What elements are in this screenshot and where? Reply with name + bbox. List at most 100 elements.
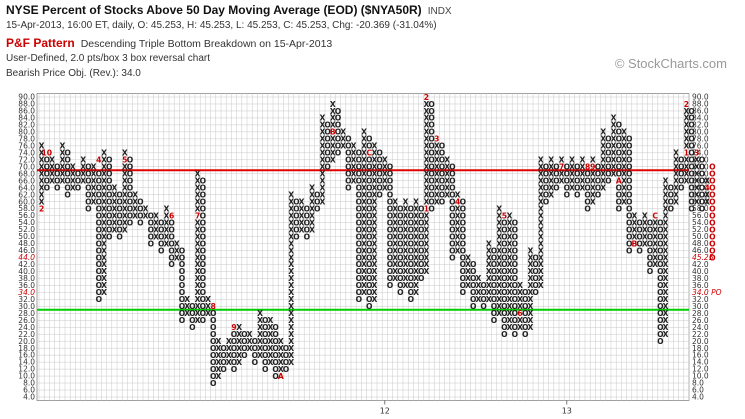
o-box: O <box>408 232 415 241</box>
x-box: X <box>621 197 627 206</box>
x-box: X <box>423 260 429 269</box>
o-box: O <box>387 211 394 220</box>
o-box: O <box>532 274 539 283</box>
o-box: O <box>501 309 508 318</box>
x-box: X <box>455 239 461 248</box>
o-box: O <box>387 260 394 269</box>
x-box: X <box>299 204 305 213</box>
o-box: O <box>512 246 519 255</box>
o-box: O <box>189 316 196 325</box>
x-box: 2 <box>39 204 44 213</box>
o-box: O <box>699 170 706 179</box>
o-box: O <box>96 267 103 276</box>
o-box: O <box>262 337 269 346</box>
o-box: O <box>356 281 363 290</box>
x-box: X <box>319 170 325 179</box>
o-box: O <box>543 170 550 179</box>
o-box: O <box>200 232 207 241</box>
o-box: O <box>179 281 186 290</box>
o-box: O <box>709 225 716 234</box>
o-box: O <box>366 295 373 304</box>
x-box: X <box>184 309 190 318</box>
o-box: O <box>408 246 415 255</box>
x-box: X <box>143 211 149 220</box>
o-box: O <box>366 156 373 165</box>
x-box: X <box>663 177 669 186</box>
x-box: X <box>361 170 367 179</box>
o-box: O <box>491 246 498 255</box>
x-box: X <box>309 204 315 213</box>
y-tick-label-left: 82.0 <box>18 121 35 130</box>
o-box: O <box>657 302 664 311</box>
o-box: O <box>605 142 612 151</box>
o-box: O <box>210 358 217 367</box>
o-box: O <box>387 225 394 234</box>
o-box: O <box>449 177 456 186</box>
x-box: X <box>153 218 159 227</box>
x-box: X <box>423 190 429 199</box>
o-box: O <box>657 323 664 332</box>
o-box: O <box>168 253 175 262</box>
o-box: O <box>356 156 363 165</box>
o-box: O <box>366 170 373 179</box>
o-box: O <box>158 246 165 255</box>
x-box: X <box>423 225 429 234</box>
o-box: O <box>127 204 134 213</box>
o-box: O <box>106 211 113 220</box>
y-tick-label-right: 12.0 <box>692 365 709 374</box>
x-box: X <box>403 211 409 220</box>
y-tick-label-right: 54.0 <box>692 218 709 227</box>
x-box: X <box>600 156 606 165</box>
x-box: X <box>444 156 450 165</box>
o-box: O <box>512 267 519 276</box>
x-box: X <box>163 204 169 213</box>
o-box: O <box>470 295 477 304</box>
o-box: O <box>626 225 633 234</box>
o-box: O <box>460 218 467 227</box>
o-box: O <box>522 309 529 318</box>
x-box: X <box>122 177 128 186</box>
x-box: X <box>39 197 45 206</box>
o-box: O <box>200 281 207 290</box>
x-box: X <box>694 156 700 165</box>
y-tick-label-right: 46.0 <box>692 246 709 255</box>
x-box: C <box>652 211 658 220</box>
o-box: O <box>366 274 373 283</box>
o-box: O <box>657 246 664 255</box>
o-box: O <box>148 232 155 241</box>
o-box: O <box>314 197 321 206</box>
o-box: O <box>397 204 404 213</box>
x-box: X <box>621 149 627 158</box>
o-box: O <box>491 274 498 283</box>
x-box: 3 <box>694 149 699 158</box>
x-box: X <box>288 274 294 283</box>
o-box: O <box>262 330 269 339</box>
x-box: X <box>517 302 523 311</box>
x-box: X <box>538 274 544 283</box>
o-box: O <box>605 135 612 144</box>
x-box: X <box>559 170 565 179</box>
x-box: X <box>319 135 325 144</box>
x-box: X <box>683 121 689 130</box>
x-box: X <box>704 197 710 206</box>
x-box: X <box>195 246 201 255</box>
y-tick-label-left: 64.0 <box>18 183 35 192</box>
o-box: O <box>179 316 186 325</box>
x-box: X <box>70 177 76 186</box>
x-box: X <box>413 197 419 206</box>
o-box: O <box>647 246 654 255</box>
x-box: X <box>330 135 336 144</box>
o-box: O <box>428 156 435 165</box>
o-box: O <box>532 281 539 290</box>
o-box: O <box>449 246 456 255</box>
x-box: X <box>371 246 377 255</box>
o-box: O <box>647 253 654 262</box>
x-box: X <box>267 344 273 353</box>
x-box: X <box>496 253 502 262</box>
o-box: O <box>200 190 207 199</box>
y-tick-label-left: 76.0 <box>18 141 35 150</box>
o-box: O <box>657 218 664 227</box>
o-box: O <box>356 218 363 227</box>
o-box: O <box>137 204 144 213</box>
x-box: X <box>538 197 544 206</box>
